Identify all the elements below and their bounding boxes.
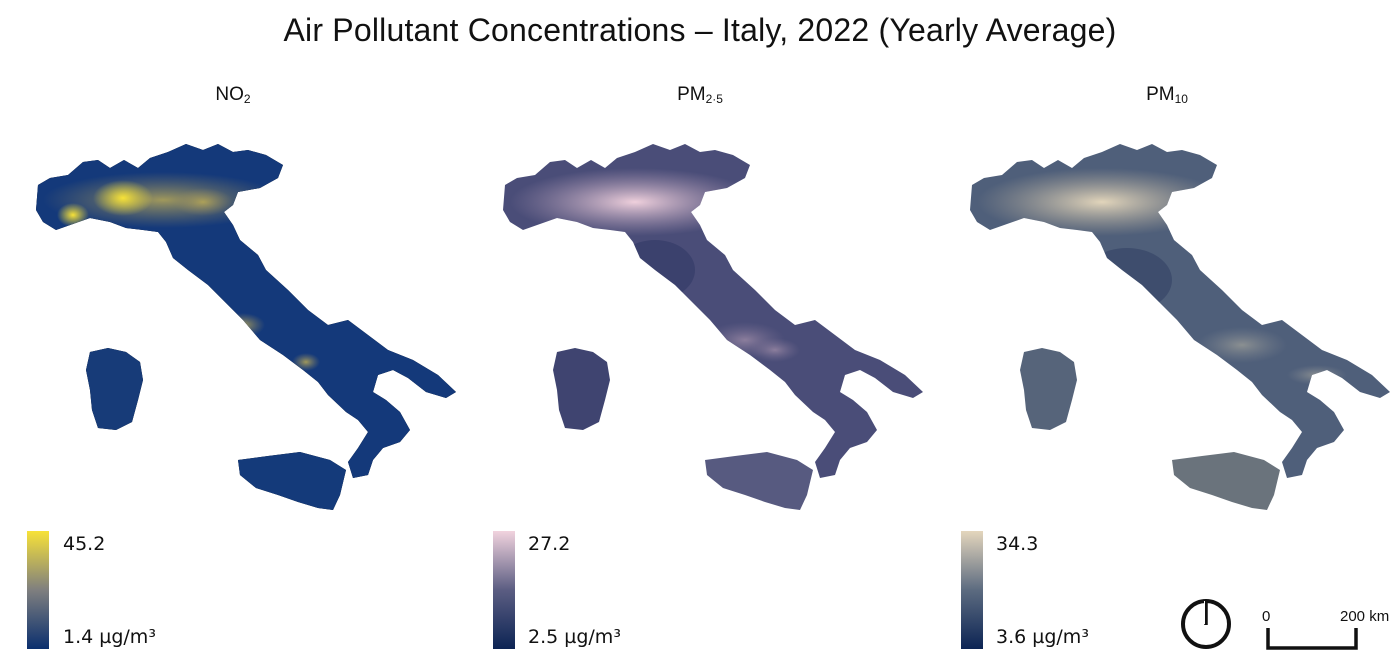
- legend-min-pm10: 3.6 µg/m³: [996, 626, 1089, 648]
- legend-bar-no2: [27, 531, 49, 649]
- legend-max-no2: 45.2: [63, 533, 106, 555]
- map-title: Air Pollutant Concentrations – Italy, 20…: [283, 12, 1117, 48]
- panel-title-pm25: PM2·5: [677, 84, 723, 106]
- map-pm10: [970, 144, 1390, 510]
- map-no2: [36, 144, 456, 510]
- panel-title-pm10: PM10: [1146, 84, 1188, 106]
- map-pm25: [503, 144, 923, 510]
- legend-bar-pm10: [961, 531, 983, 649]
- scale-bar-line: [1266, 628, 1358, 650]
- legend-min-pm25: 2.5 µg/m³: [528, 626, 621, 648]
- legend-bar-pm25: [493, 531, 515, 649]
- north-arrow-icon: [1181, 599, 1231, 649]
- scale-end-label: 200 km: [1340, 608, 1390, 625]
- scale-bar: 0 200 km: [1262, 608, 1400, 652]
- panel-title-no2: NO2: [215, 84, 251, 106]
- scale-start-label: 0: [1262, 608, 1271, 625]
- legend-min-no2: 1.4 µg/m³: [63, 626, 156, 648]
- legend-max-pm10: 34.3: [996, 533, 1039, 555]
- legend-max-pm25: 27.2: [528, 533, 571, 555]
